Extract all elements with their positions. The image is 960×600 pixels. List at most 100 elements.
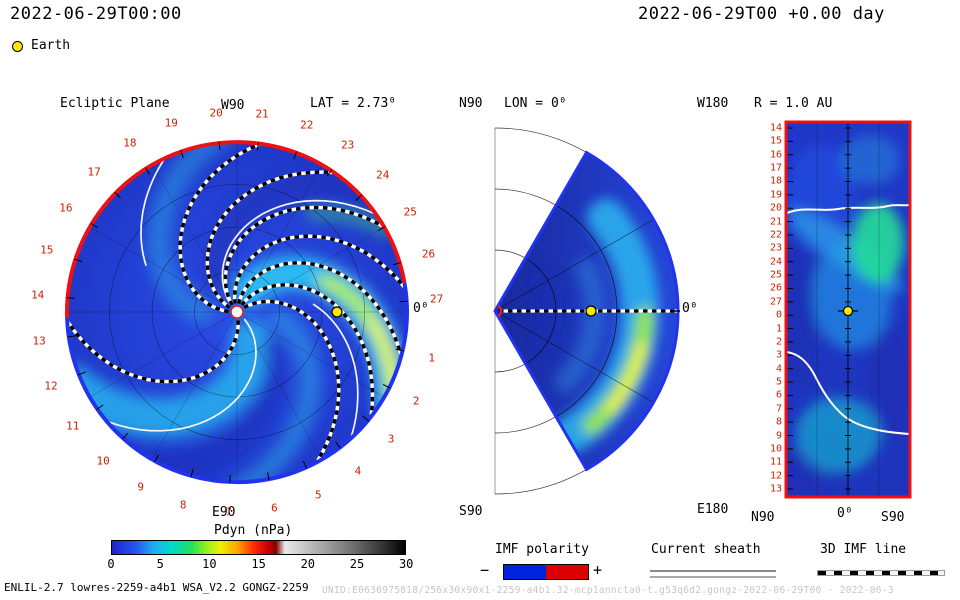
carrington-tick-18: 18 xyxy=(123,136,137,150)
time-row-27: 27 xyxy=(769,296,782,308)
colorbar-title: Pdyn (nPa) xyxy=(214,523,293,538)
colorbar-tick-20: 20 xyxy=(300,557,316,571)
carrington-tick-9: 9 xyxy=(137,480,144,494)
time-row-2: 2 xyxy=(775,336,782,348)
carrington-tick-8: 8 xyxy=(179,498,187,512)
ecliptic-zero-label: 0⁰ xyxy=(413,301,429,316)
carrington-tick-1: 1 xyxy=(428,351,436,365)
earth-marker-meridional xyxy=(585,305,597,317)
imf-polarity-label: IMF polarity xyxy=(495,542,589,557)
time-row-17: 17 xyxy=(769,162,782,174)
time-row-1: 1 xyxy=(775,323,782,335)
time-row-23: 23 xyxy=(769,242,782,254)
carrington-tick-14: 14 xyxy=(31,288,45,302)
imf-minus-sign: − xyxy=(480,561,490,579)
time-row-13: 13 xyxy=(769,483,782,495)
carrington-tick-25: 25 xyxy=(403,205,417,219)
carrington-tick-5: 5 xyxy=(315,488,322,502)
time-row-11: 11 xyxy=(769,456,782,468)
carrington-tick-3: 3 xyxy=(387,432,395,446)
meridional-plot xyxy=(493,127,680,495)
time-row-15: 15 xyxy=(769,135,782,147)
imf-negative-swatch xyxy=(504,565,546,579)
sun-marker-meridional xyxy=(497,304,503,318)
header-datetime: 2022-06-29T00:00 xyxy=(10,4,182,24)
earth-marker-ecliptic xyxy=(331,306,343,318)
current-sheet-crossing-lower xyxy=(787,351,909,435)
imf-3d-line-sample xyxy=(817,570,945,576)
time-row-0: 0 xyxy=(775,309,782,321)
earth-marker-radial-map xyxy=(842,305,854,317)
time-row-8: 8 xyxy=(775,416,782,428)
carrington-tick-6: 6 xyxy=(271,501,278,515)
carrington-tick-21: 21 xyxy=(255,107,269,121)
carrington-tick-26: 26 xyxy=(421,247,436,261)
carrington-tick-11: 11 xyxy=(66,419,80,433)
time-row-5: 5 xyxy=(775,376,782,388)
current-sheet-lines xyxy=(106,157,377,439)
time-row-12: 12 xyxy=(769,470,782,482)
run-id-watermark: UNID:E0630975818/256x30x90x1-2259-a4b1.3… xyxy=(322,585,894,596)
radial-heatmap-blobs xyxy=(787,135,909,495)
time-row-19: 19 xyxy=(769,189,782,201)
time-row-4: 4 xyxy=(775,363,782,375)
radial-map-ticks xyxy=(787,127,851,490)
carrington-tick-17: 17 xyxy=(87,165,101,179)
colorbar-tick-10: 10 xyxy=(202,557,217,571)
earth-legend-label: Earth xyxy=(31,38,71,53)
model-info: ENLIL-2.7 lowres-2259-a4b1 WSA_V2.2 GONG… xyxy=(4,581,309,594)
imf-positive-swatch xyxy=(546,565,588,579)
time-row-3: 3 xyxy=(775,349,782,361)
radial-s90-label: S90 xyxy=(881,510,905,525)
carrington-tick-27: 27 xyxy=(429,292,444,306)
radial-map-title: R = 1.0 AU xyxy=(754,96,833,111)
ecliptic-plane-plot xyxy=(65,140,409,485)
carrington-tick-15: 15 xyxy=(40,243,54,257)
radial-n90-label: N90 xyxy=(751,510,775,525)
colorbar-tick-15: 15 xyxy=(251,557,266,571)
time-row-25: 25 xyxy=(769,269,782,281)
imf-field-lines xyxy=(68,143,406,463)
w90-label: W90 xyxy=(221,98,245,113)
carrington-tick-20: 20 xyxy=(209,106,223,120)
current-sheet-crossing-upper xyxy=(787,204,909,214)
latitude-label: LAT = 2.73⁰ xyxy=(310,96,397,111)
s90-label: S90 xyxy=(459,504,483,519)
imf-3d-line-label: 3D IMF line xyxy=(820,542,907,557)
time-row-21: 21 xyxy=(769,216,782,228)
time-row-10: 10 xyxy=(769,443,782,455)
imf-polarity-bar xyxy=(503,564,589,580)
e90-label: E90 xyxy=(212,505,236,520)
current-sheath-sample xyxy=(650,570,776,578)
earth-legend-marker xyxy=(12,41,23,52)
meridional-zero-label: 0⁰ xyxy=(682,301,698,316)
carrington-tick-4: 4 xyxy=(354,464,362,478)
carrington-tick-12: 12 xyxy=(44,379,58,393)
ecliptic-grid xyxy=(68,143,406,481)
colorbar-tick-5: 5 xyxy=(156,557,164,571)
carrington-tick-13: 13 xyxy=(32,334,46,348)
carrington-tick-16: 16 xyxy=(59,201,73,215)
carrington-tick-19: 19 xyxy=(164,116,178,130)
time-row-6: 6 xyxy=(775,389,782,401)
time-row-18: 18 xyxy=(769,175,782,187)
n90-label: N90 xyxy=(459,96,483,111)
carrington-tick-10: 10 xyxy=(96,454,110,468)
colorbar-tick-25: 25 xyxy=(349,557,365,571)
radial-map-border xyxy=(784,120,912,499)
ecliptic-title: Ecliptic Plane xyxy=(60,96,170,111)
imf-plus-sign: + xyxy=(593,561,603,579)
radial-map-plot xyxy=(784,120,912,499)
meridional-title: LON = 0⁰ xyxy=(504,96,567,111)
carrington-tick-23: 23 xyxy=(341,138,355,152)
time-row-24: 24 xyxy=(769,256,782,268)
carrington-tick-2: 2 xyxy=(412,394,420,408)
radial-zero-label: 0⁰ xyxy=(837,506,853,521)
time-row-26: 26 xyxy=(769,282,782,294)
current-sheath-label: Current sheath xyxy=(651,542,761,557)
carrington-tick-24: 24 xyxy=(376,168,390,182)
time-row-20: 20 xyxy=(769,202,782,214)
carrington-tick-22: 22 xyxy=(300,118,314,132)
